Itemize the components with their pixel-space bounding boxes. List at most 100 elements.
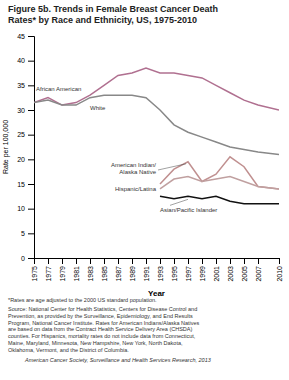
- x-tick-mark: [118, 258, 119, 264]
- x-tick: 1983: [87, 258, 94, 282]
- source-note-line: Prevention, as provided by the Surveilla…: [8, 313, 193, 319]
- x-tick: 2003: [227, 258, 234, 282]
- x-tick: 1981: [73, 258, 80, 282]
- x-tick-label: 2005: [241, 266, 248, 282]
- series-label: Hispanic/Latina: [115, 186, 157, 192]
- y-tick: 15: [17, 181, 34, 188]
- x-tick-label: 2001: [213, 266, 220, 282]
- y-tick-label: 10: [17, 205, 25, 212]
- x-tick-label: 1985: [101, 266, 108, 282]
- line: [160, 177, 279, 189]
- y-tick-label: 15: [17, 181, 25, 188]
- y-tick-mark: [28, 184, 34, 185]
- x-tick: 1989: [129, 258, 136, 282]
- line: [160, 157, 279, 189]
- footnote: *Rates are age adjusted to the 2000 US s…: [8, 297, 157, 303]
- x-tick: 1979: [59, 258, 66, 282]
- footnotes: *Rates are age adjusted to the 2000 US s…: [8, 297, 212, 363]
- series-labels: African American White American Indian/Ala…: [36, 86, 217, 214]
- y-tick-mark: [28, 233, 34, 234]
- x-tick-mark: [188, 258, 189, 264]
- x-tick-label: 1989: [129, 266, 136, 282]
- y-tick-mark: [28, 36, 34, 37]
- chart: Figure 5b. Trends in Female Breast Cance…: [0, 0, 289, 380]
- credit-note: American Cancer Society, Surveillance an…: [24, 357, 212, 363]
- y-tick: 30: [17, 107, 34, 114]
- source-note-line: counties. For Hispanics, mortality rates…: [8, 333, 196, 339]
- x-tick-label: 1977: [45, 266, 52, 282]
- x-tick-mark: [216, 258, 217, 264]
- y-tick: 5: [21, 230, 34, 237]
- x-axis-line: [35, 259, 280, 265]
- source-note-line: Maine, Maryland, Minnesota, New Hampshir…: [8, 340, 183, 346]
- source-note-line: are based on data from the Contract Heal…: [8, 326, 192, 332]
- series-label-line: American Indian/: [111, 162, 156, 168]
- x-tick: 1985: [101, 258, 108, 282]
- x-tick: 1997: [185, 258, 192, 282]
- x-tick-label: 1975: [31, 266, 38, 282]
- source-note-line: Oklahoma, Vermont, and the District of C…: [8, 347, 129, 353]
- x-tick-mark: [230, 258, 231, 264]
- x-tick: 1995: [171, 258, 178, 282]
- x-tick-mark: [258, 258, 259, 264]
- y-tick: 35: [17, 82, 34, 89]
- title-line: Rates* by Race and Ethnicity, US, 1975-2…: [8, 15, 197, 25]
- y-tick-label: 20: [17, 156, 25, 163]
- title-line: Figure 5b. Trends in Female Breast Cance…: [8, 4, 218, 14]
- x-tick-mark: [76, 258, 77, 264]
- x-tick: 1991: [143, 258, 150, 282]
- y-tick: 25: [17, 131, 34, 138]
- y-tick: 0: [21, 255, 34, 262]
- leader-line: [158, 164, 186, 170]
- y-tick-mark: [28, 209, 34, 210]
- x-tick-label: 2007: [255, 266, 262, 282]
- series-label-line: White: [90, 105, 106, 111]
- series-label-line: Alaska Native: [119, 169, 156, 175]
- y-tick-mark: [28, 61, 34, 62]
- x-tick-mark: [202, 258, 203, 264]
- x-tick-mark: [62, 258, 63, 264]
- x-tick-label: 2003: [227, 266, 234, 282]
- y-axis: 051015202530354045: [17, 33, 34, 262]
- x-tick-mark: [90, 258, 91, 264]
- x-tick: 1977: [45, 258, 52, 282]
- x-tick: 1987: [115, 258, 122, 282]
- y-tick-mark: [28, 135, 34, 136]
- line: [34, 95, 279, 154]
- plot-area: [34, 68, 279, 204]
- x-tick-label: 2010: [276, 266, 283, 282]
- x-tick: 1999: [199, 258, 206, 282]
- y-tick-mark: [28, 159, 34, 160]
- x-tick-label: 1999: [199, 266, 206, 282]
- y-axis-title: Rate per 100,000: [2, 120, 10, 174]
- x-tick-mark: [104, 258, 105, 264]
- source-note: Source: National Center for Health Stati…: [8, 306, 200, 353]
- y-axis-line: [28, 37, 35, 259]
- x-tick: 2001: [213, 258, 220, 282]
- series-label-line: African American: [36, 86, 81, 92]
- source-note-line: Program, National Cancer Institute. Rate…: [8, 320, 200, 326]
- y-tick: 20: [17, 156, 34, 163]
- series-label: American Indian/Alaska Native: [111, 162, 157, 175]
- x-tick-label: 1979: [59, 266, 66, 282]
- series-label-line: Hispanic/Latina: [115, 186, 157, 192]
- x-tick-label: 1993: [157, 266, 164, 282]
- x-tick-mark: [48, 258, 49, 264]
- x-tick-label: 1997: [185, 266, 192, 282]
- series-label: African American: [36, 86, 81, 92]
- y-tick-label: 5: [21, 230, 25, 237]
- x-tick-mark: [174, 258, 175, 264]
- y-tick-label: 35: [17, 82, 25, 89]
- y-tick-label: 30: [17, 107, 25, 114]
- x-tick-label: 1981: [73, 266, 80, 282]
- y-tick-mark: [28, 110, 34, 111]
- x-tick-mark: [146, 258, 147, 264]
- x-tick-mark: [279, 258, 280, 264]
- y-tick-label: 25: [17, 131, 25, 138]
- y-tick-label: 45: [17, 33, 25, 40]
- x-axis: 1975 1977 1979 1981 1983 1985 1987 1989 1991 1993…: [31, 258, 283, 282]
- x-tick: 1993: [157, 258, 164, 282]
- x-tick-label: 1983: [87, 266, 94, 282]
- x-tick-mark: [160, 258, 161, 264]
- y-tick-mark: [28, 85, 34, 86]
